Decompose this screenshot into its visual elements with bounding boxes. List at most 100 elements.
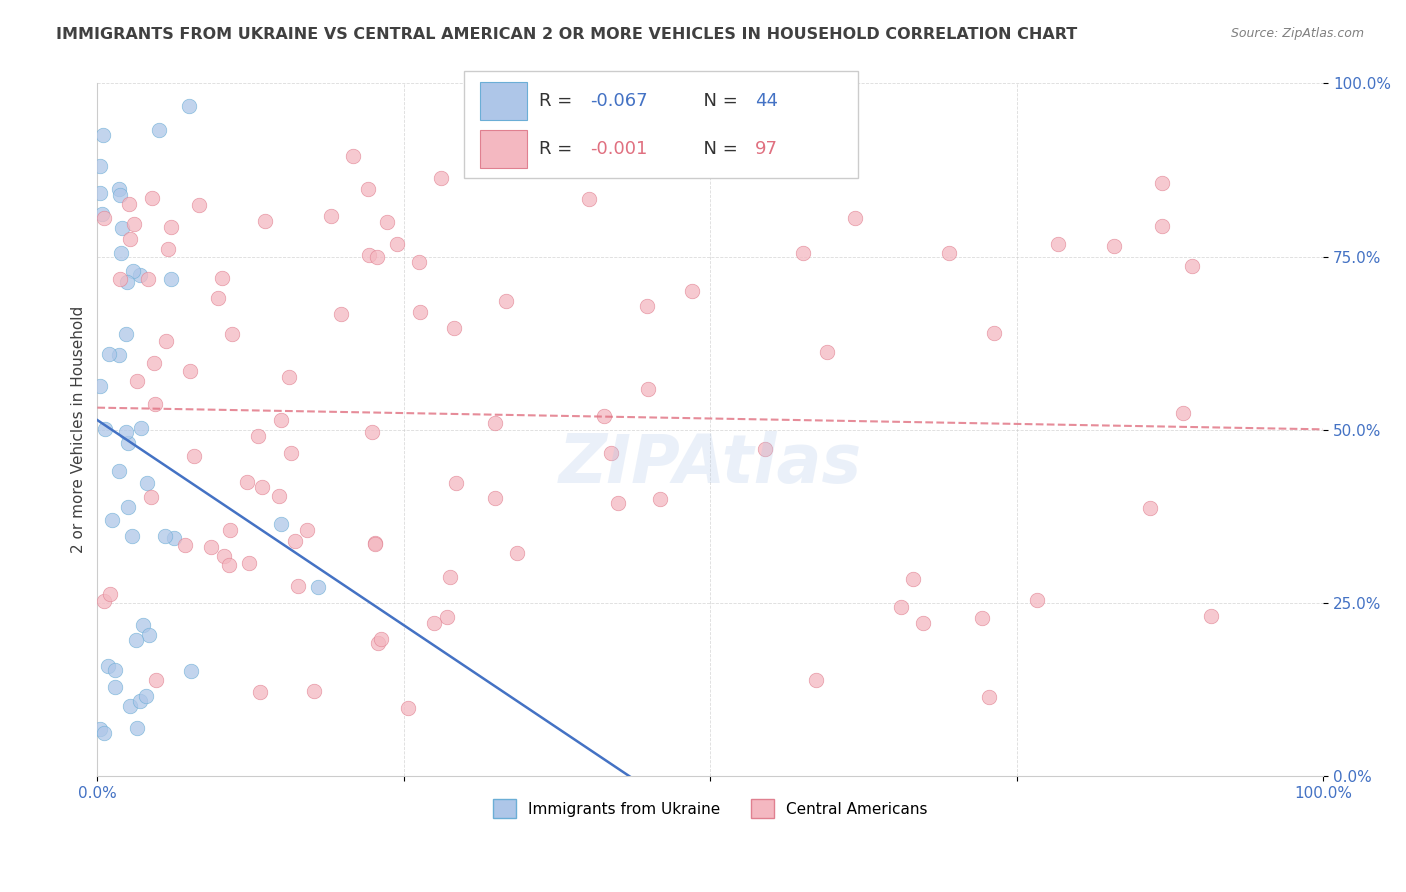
central bbox=[423, 616, 446, 631]
ukraine bbox=[108, 182, 131, 196]
central bbox=[218, 558, 240, 573]
ukraine bbox=[100, 512, 122, 526]
central bbox=[342, 149, 364, 163]
ukraine bbox=[131, 618, 153, 632]
ukraine bbox=[121, 264, 143, 278]
central bbox=[238, 556, 260, 570]
central bbox=[122, 217, 145, 231]
ukraine bbox=[307, 580, 329, 594]
central bbox=[108, 272, 131, 286]
central bbox=[495, 294, 517, 309]
central bbox=[911, 615, 934, 630]
ukraine bbox=[138, 628, 160, 642]
central bbox=[141, 191, 163, 205]
Text: -0.001: -0.001 bbox=[591, 140, 647, 158]
central bbox=[648, 491, 671, 506]
central bbox=[200, 540, 222, 554]
central bbox=[1139, 501, 1161, 516]
central bbox=[505, 545, 527, 559]
central bbox=[370, 632, 392, 647]
central bbox=[636, 299, 658, 313]
Text: -0.067: -0.067 bbox=[591, 92, 648, 110]
central bbox=[375, 215, 398, 229]
central bbox=[117, 197, 139, 211]
central bbox=[792, 245, 814, 260]
ukraine bbox=[153, 529, 176, 543]
central bbox=[145, 673, 167, 688]
ukraine bbox=[117, 500, 139, 514]
central bbox=[754, 442, 776, 456]
central bbox=[364, 537, 387, 551]
ukraine bbox=[179, 99, 201, 113]
ukraine bbox=[104, 681, 127, 695]
ukraine bbox=[107, 464, 129, 478]
central bbox=[218, 523, 240, 537]
central bbox=[287, 579, 309, 593]
central bbox=[143, 397, 166, 411]
central bbox=[901, 572, 924, 586]
central bbox=[118, 232, 141, 246]
central bbox=[207, 291, 229, 305]
Text: Source: ZipAtlas.com: Source: ZipAtlas.com bbox=[1230, 27, 1364, 40]
ukraine bbox=[108, 348, 131, 362]
central bbox=[408, 255, 430, 269]
ukraine bbox=[125, 632, 148, 647]
central bbox=[430, 171, 453, 186]
central bbox=[443, 320, 465, 334]
ukraine bbox=[135, 690, 157, 704]
central bbox=[357, 182, 380, 196]
ukraine bbox=[89, 159, 111, 173]
central bbox=[804, 673, 827, 687]
ukraine bbox=[118, 698, 141, 713]
central bbox=[211, 271, 233, 285]
central bbox=[284, 534, 307, 549]
central bbox=[360, 425, 382, 440]
Text: R =: R = bbox=[538, 140, 578, 158]
central bbox=[330, 307, 353, 321]
central bbox=[938, 245, 960, 260]
Text: R =: R = bbox=[538, 92, 578, 110]
Text: 44: 44 bbox=[755, 92, 779, 110]
central bbox=[367, 636, 389, 650]
FancyBboxPatch shape bbox=[479, 82, 527, 120]
central bbox=[970, 611, 993, 625]
ukraine bbox=[114, 425, 136, 440]
central bbox=[385, 236, 408, 251]
central bbox=[436, 610, 458, 624]
central bbox=[188, 198, 211, 212]
Text: N =: N = bbox=[692, 92, 744, 110]
central bbox=[1181, 259, 1204, 273]
central bbox=[277, 370, 299, 384]
central bbox=[253, 214, 276, 228]
central bbox=[890, 600, 912, 615]
central bbox=[142, 356, 165, 370]
central bbox=[183, 450, 205, 464]
ukraine bbox=[91, 128, 114, 142]
central bbox=[983, 326, 1005, 341]
ukraine bbox=[110, 245, 132, 260]
central bbox=[637, 382, 659, 396]
ukraine bbox=[136, 475, 159, 490]
ukraine bbox=[97, 659, 120, 673]
ukraine bbox=[115, 276, 138, 290]
central bbox=[295, 524, 318, 538]
central bbox=[681, 284, 703, 298]
ukraine bbox=[159, 272, 181, 286]
central bbox=[484, 417, 506, 431]
Legend: Immigrants from Ukraine, Central Americans: Immigrants from Ukraine, Central America… bbox=[486, 793, 934, 824]
ukraine bbox=[89, 186, 111, 201]
Y-axis label: 2 or more Vehicles in Household: 2 or more Vehicles in Household bbox=[72, 306, 86, 553]
central bbox=[280, 446, 302, 460]
central bbox=[267, 489, 290, 503]
ukraine bbox=[115, 327, 138, 342]
ukraine bbox=[108, 188, 131, 202]
Text: IMMIGRANTS FROM UKRAINE VS CENTRAL AMERICAN 2 OR MORE VEHICLES IN HOUSEHOLD CORR: IMMIGRANTS FROM UKRAINE VS CENTRAL AMERI… bbox=[56, 27, 1077, 42]
central bbox=[398, 701, 420, 715]
central bbox=[484, 491, 506, 506]
ukraine bbox=[117, 436, 139, 450]
central bbox=[156, 243, 179, 257]
ukraine bbox=[180, 665, 202, 679]
central bbox=[221, 327, 243, 342]
Text: ZIPAtlas: ZIPAtlas bbox=[558, 432, 862, 498]
central bbox=[252, 480, 274, 494]
